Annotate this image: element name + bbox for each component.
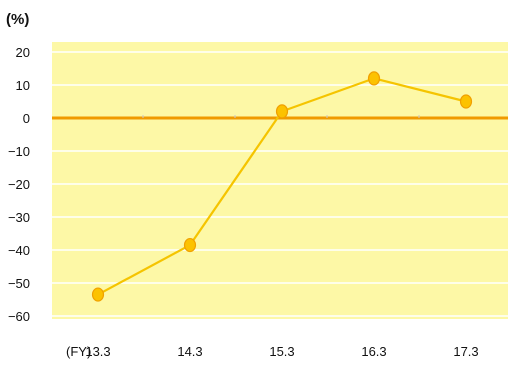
y-tick-label: −60	[8, 309, 30, 324]
x-axis-prefix: (FY)	[66, 344, 91, 359]
x-tick-label: 14.3	[177, 344, 202, 359]
x-tick-label: 17.3	[453, 344, 478, 359]
gridlines	[52, 51, 508, 317]
y-unit-label: (%)	[6, 11, 29, 28]
data-point	[275, 104, 289, 119]
y-tick-label: −20	[8, 177, 30, 192]
y-tick-label: −40	[8, 243, 30, 258]
x-tick-label: 15.3	[269, 344, 294, 359]
labels: (%) (FY) 20 10 0 −10 −20 −30 −40 −50 −60 13.3 14.3…	[6, 11, 479, 359]
data-point	[183, 237, 197, 253]
data-point	[459, 94, 473, 109]
y-tick-label: 0	[23, 111, 30, 126]
series-layer	[91, 71, 473, 302]
x-tick-label: 13.3	[85, 344, 110, 359]
plot-area	[52, 42, 508, 319]
data-point	[91, 287, 105, 302]
x-tick-label: 16.3	[361, 344, 386, 359]
y-tick-label: 20	[16, 45, 30, 60]
data-point	[367, 71, 381, 86]
y-tick-label: −50	[8, 276, 30, 291]
y-tick-label: 10	[16, 78, 30, 93]
y-tick-label: −30	[8, 210, 30, 225]
y-tick-label: −10	[8, 144, 30, 159]
